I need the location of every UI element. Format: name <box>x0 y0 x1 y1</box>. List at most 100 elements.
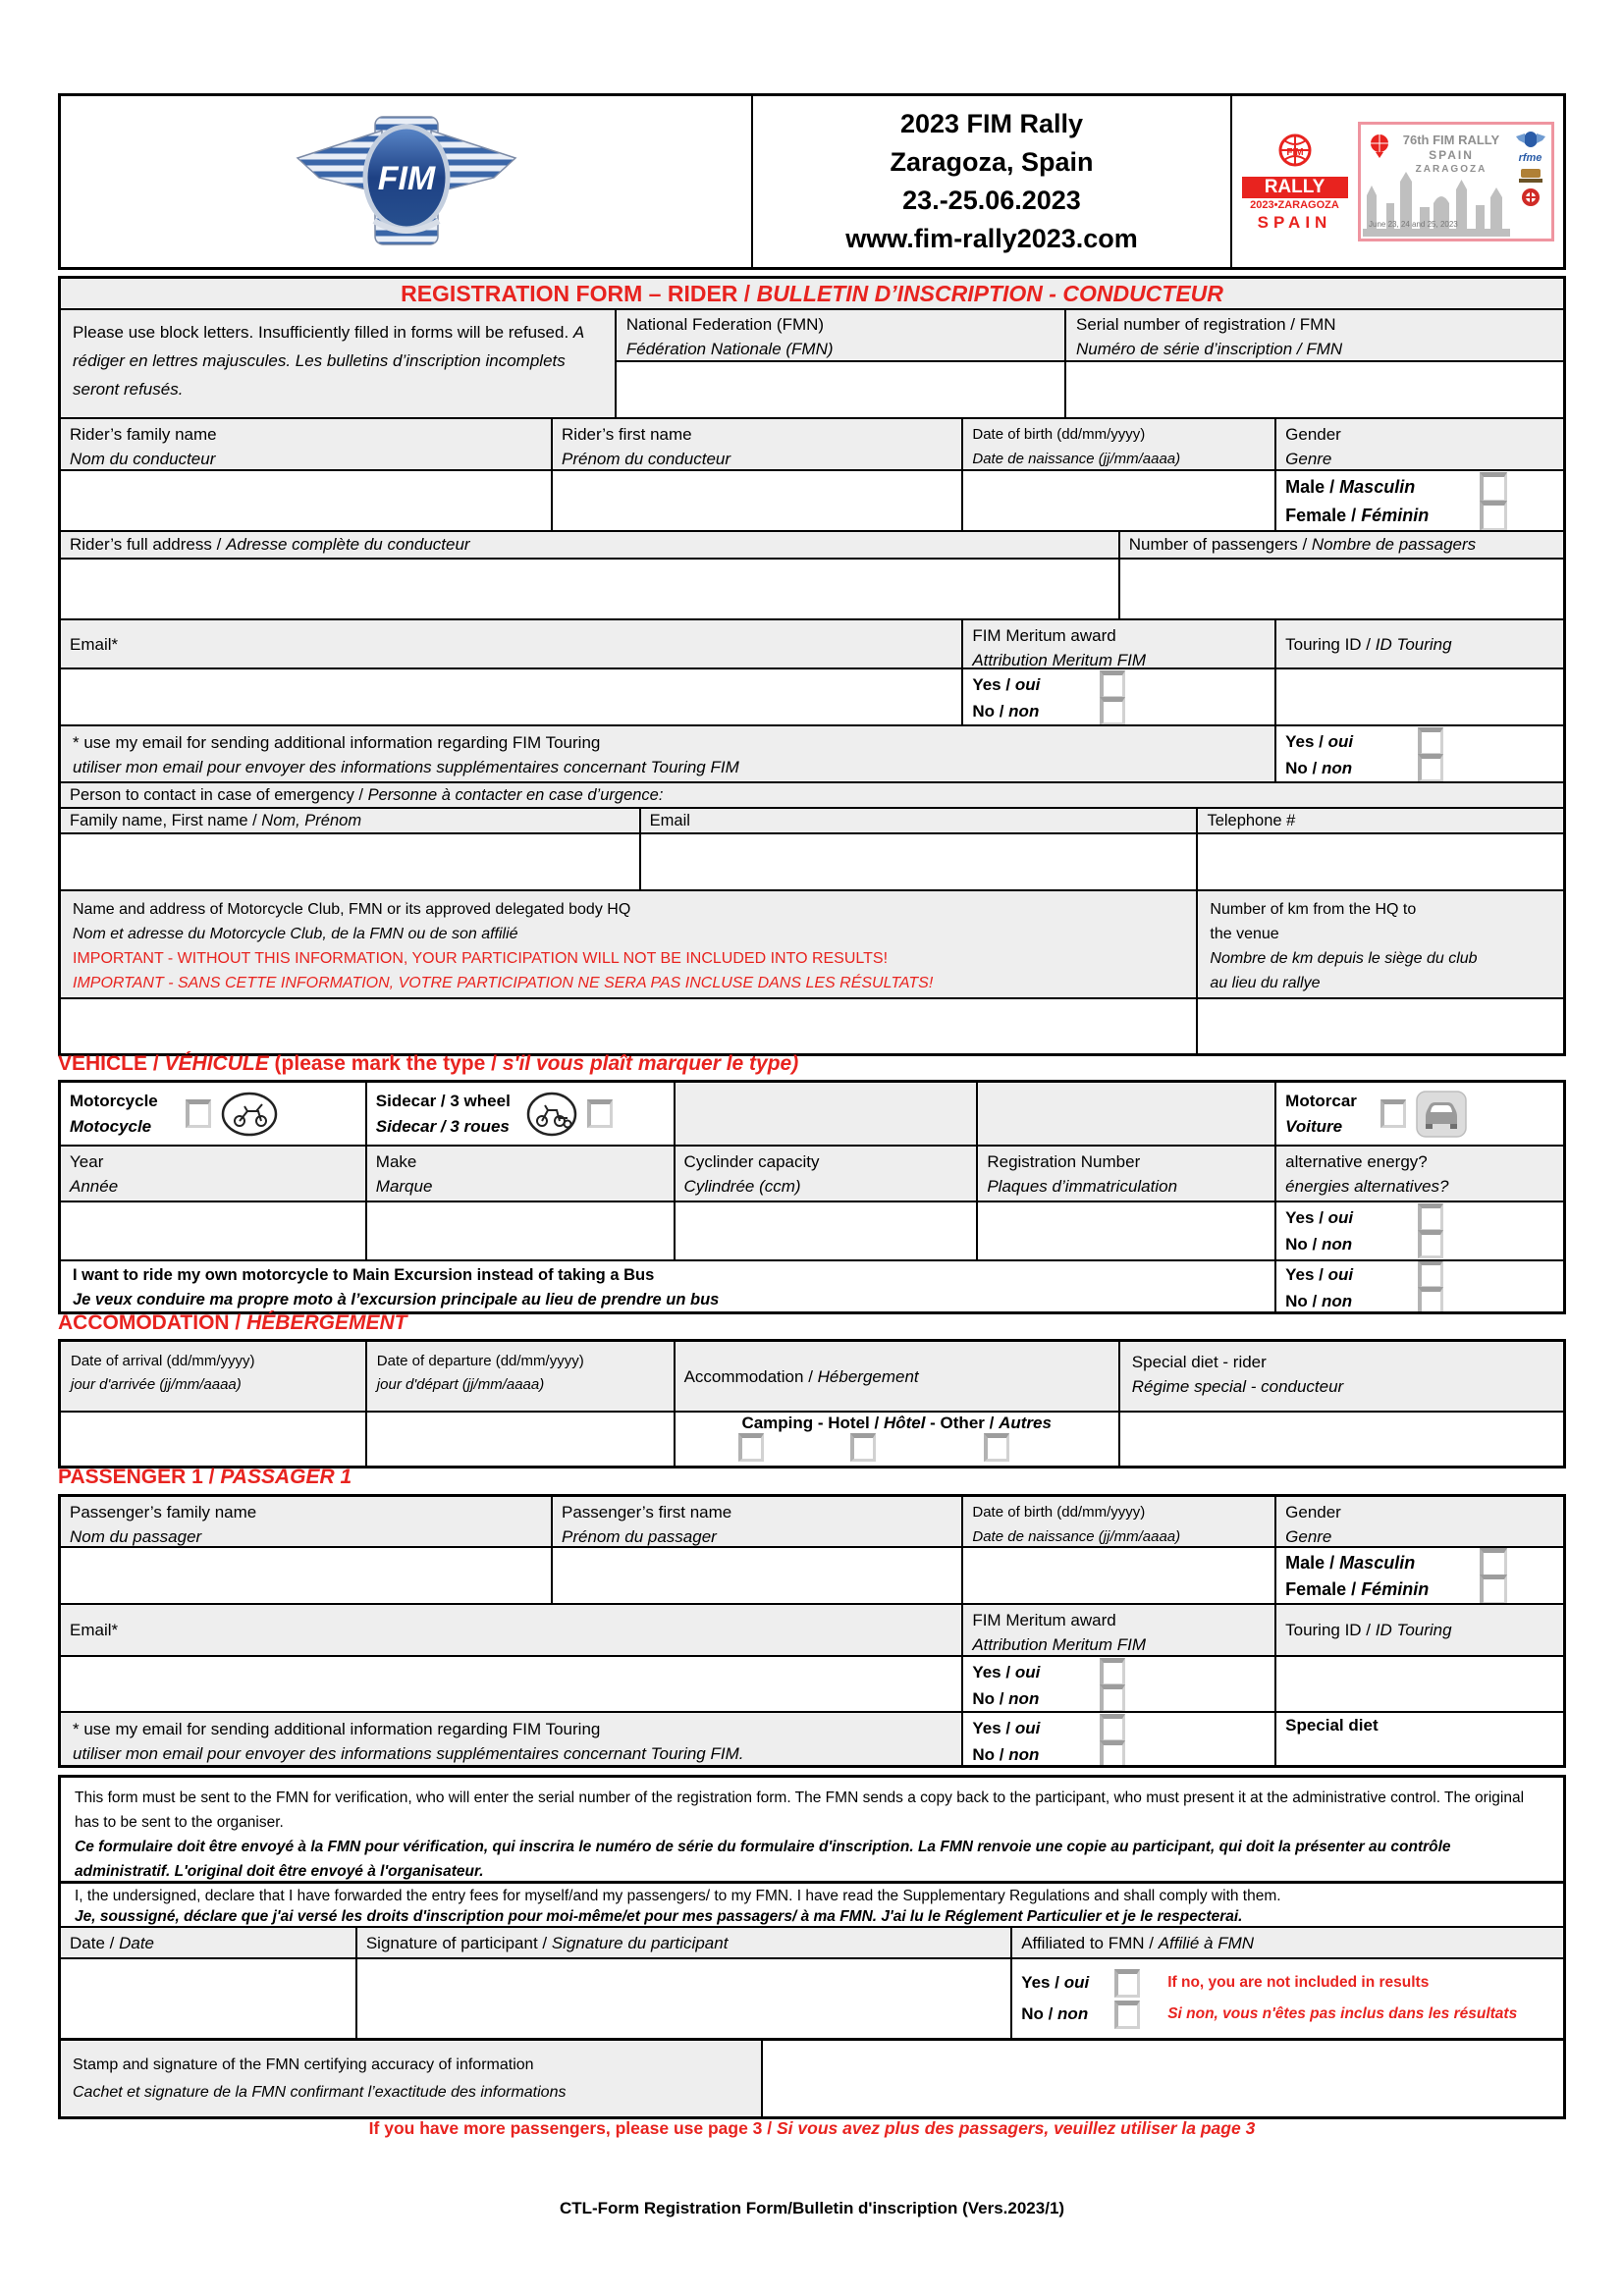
rider-gender-fr: Genre <box>1285 450 1332 468</box>
club-input[interactable] <box>61 999 1196 1053</box>
excursion-no-checkbox[interactable] <box>1418 1287 1444 1311</box>
passenger-meritum-no-checkbox[interactable] <box>1100 1684 1126 1711</box>
passenger-meritum-no-label: No / non <box>972 1689 1100 1709</box>
rider-male-checkbox[interactable] <box>1480 472 1508 503</box>
vehicle-capacity-input[interactable] <box>673 1202 977 1259</box>
passenger-diet-cell[interactable]: Special diet <box>1274 1713 1563 1765</box>
rider-email-note-yes-row: Yes / oui <box>1285 727 1554 756</box>
rider-address-input[interactable] <box>61 560 1118 618</box>
stamp-input[interactable] <box>761 2041 1563 2116</box>
diet-rider-input[interactable] <box>1117 1413 1563 1466</box>
passenger-email-note-en: * use my email for sending additional in… <box>73 1720 601 1738</box>
vehicle-make-input[interactable] <box>364 1202 674 1259</box>
intro-en: Please use block letters. Insufficiently… <box>73 323 573 342</box>
emergency-name-input[interactable] <box>61 834 639 889</box>
passenger-heading: PASSENGER 1 / PASSAGER 1 <box>58 1466 352 1489</box>
federation-input[interactable] <box>616 362 1065 417</box>
passenger-dob-input[interactable] <box>961 1548 1274 1603</box>
passenger-first-input[interactable] <box>551 1548 961 1603</box>
passenger-touring-input[interactable] <box>1274 1657 1563 1711</box>
emergency-phone-header: Telephone # <box>1196 809 1563 832</box>
passenger-email-note: * use my email for sending additional in… <box>61 1713 962 1765</box>
excursion-yes-row: Yes / oui <box>1285 1261 1554 1289</box>
rider-email-input[interactable] <box>61 669 961 724</box>
rider-meritum-en: FIM Meritum award <box>972 626 1116 645</box>
date-en: Date / <box>70 1934 120 1952</box>
more-passengers-fr: Si vous avez plus des passagers, veuille… <box>777 2118 1256 2138</box>
yes-en: Yes / <box>1285 731 1328 751</box>
yes-en: Yes / <box>972 674 1015 694</box>
poster-crest-logo-icon <box>1521 188 1540 206</box>
rider-touring-input[interactable] <box>1274 669 1563 724</box>
no-fr: non <box>1008 1688 1040 1708</box>
alt-energy-no-checkbox[interactable] <box>1418 1230 1444 1258</box>
sidecar-checkbox[interactable] <box>586 1099 613 1128</box>
emergency-phone-input[interactable] <box>1196 834 1563 889</box>
rider-email-note: * use my email for sending additional in… <box>61 726 1275 781</box>
rider-email-note-no-checkbox[interactable] <box>1418 754 1444 781</box>
rider-male-row: Male / Masculin <box>1285 472 1554 503</box>
rider-female-checkbox[interactable] <box>1480 501 1508 530</box>
motorcycle-icon <box>221 1092 277 1136</box>
camping-checkbox[interactable] <box>737 1433 764 1462</box>
date-fr: Date <box>119 1934 155 1952</box>
departure-fr: jour d'départ (jj/mm/aaaa) <box>376 1376 545 1393</box>
passenger-male-en: Male / <box>1285 1553 1340 1573</box>
motorcar-checkbox[interactable] <box>1380 1099 1406 1128</box>
departure-input[interactable] <box>364 1413 674 1466</box>
rider-family-input[interactable] <box>61 471 551 530</box>
affiliated-yes-label: Yes / oui <box>1021 1973 1114 1993</box>
rider-email-note-no-label: No / non <box>1285 759 1418 778</box>
alt-energy-yes-checkbox[interactable] <box>1418 1203 1444 1232</box>
club-km-fr1: Nombre de km depuis le siège du club <box>1210 950 1478 967</box>
passenger-meritum-yes-checkbox[interactable] <box>1100 1658 1126 1686</box>
no-fr: non <box>1008 1744 1040 1764</box>
excursion-yes-checkbox[interactable] <box>1418 1261 1444 1289</box>
rider-female-row: Female / Féminin <box>1285 501 1554 530</box>
rider-meritum-yes-checkbox[interactable] <box>1100 670 1126 699</box>
serial-input[interactable] <box>1066 362 1563 417</box>
affiliated-fr: Affilié à FMN <box>1158 1934 1255 1952</box>
motorcycle-checkbox[interactable] <box>185 1099 211 1128</box>
passenger-family-input[interactable] <box>61 1548 551 1603</box>
date-input[interactable] <box>61 1959 355 2038</box>
passenger-female-checkbox[interactable] <box>1480 1575 1508 1603</box>
rider-family-en: Rider’s family name <box>70 425 217 444</box>
svg-text:June 23, 24 and 25, 2023: June 23, 24 and 25, 2023 <box>1369 220 1458 229</box>
affiliated-yes-checkbox[interactable] <box>1114 1968 1141 1998</box>
rider-email-note-en: * use my email for sending additional in… <box>73 733 601 752</box>
club-km-input[interactable] <box>1196 999 1563 1053</box>
rider-dob-input[interactable] <box>961 471 1274 530</box>
club-line1: Name and address of Motorcycle Club, FMN… <box>73 901 631 918</box>
passenger-email-note-no-row: No / non <box>972 1740 1266 1765</box>
arrival-input[interactable] <box>61 1413 365 1466</box>
passenger-email-note-no-checkbox[interactable] <box>1100 1740 1126 1765</box>
passenger-email-note-choice: Yes / oui No / non <box>961 1713 1274 1765</box>
vehicle-registration-input[interactable] <box>976 1202 1274 1259</box>
legal-fr: Ce formulaire doit être envoyé à la FMN … <box>75 1839 1451 1880</box>
alt-energy-yes-row: Yes / oui <box>1285 1203 1554 1232</box>
passenger-count-input[interactable] <box>1117 560 1563 618</box>
rider-meritum-no-checkbox[interactable] <box>1100 697 1126 724</box>
emergency-email-input[interactable] <box>638 834 1197 889</box>
club-km-header: Number of km from the HQ to the venue No… <box>1196 891 1563 997</box>
passenger-gender-header: Gender Genre <box>1274 1497 1564 1546</box>
signature-input[interactable] <box>354 1959 1010 2038</box>
date-header: Date / Date <box>61 1928 355 1957</box>
diet-rider-fr: Régime special - conducteur <box>1131 1377 1344 1396</box>
motorcar-en: Motorcar <box>1285 1091 1357 1110</box>
vehicle-year-input[interactable] <box>61 1202 365 1259</box>
rider-first-input[interactable] <box>551 471 961 530</box>
vehicle-make-en: Make <box>375 1152 417 1171</box>
accommodation-en: Accommodation / <box>683 1366 818 1386</box>
affiliated-no-checkbox[interactable] <box>1114 2000 1141 2029</box>
hotel-checkbox[interactable] <box>849 1433 876 1462</box>
rider-email-note-yes-checkbox[interactable] <box>1418 727 1444 756</box>
legal-text: This form must be sent to the FMN for ve… <box>61 1778 1563 1881</box>
passenger-email-input[interactable] <box>61 1657 961 1711</box>
vehicle-year-header: Year Année <box>61 1147 365 1201</box>
passenger-heading-en: PASSENGER 1 / <box>58 1466 221 1488</box>
vehicle-registration-en: Registration Number <box>987 1152 1141 1171</box>
passenger-email-note-yes-checkbox[interactable] <box>1100 1714 1126 1742</box>
other-checkbox[interactable] <box>983 1433 1009 1462</box>
